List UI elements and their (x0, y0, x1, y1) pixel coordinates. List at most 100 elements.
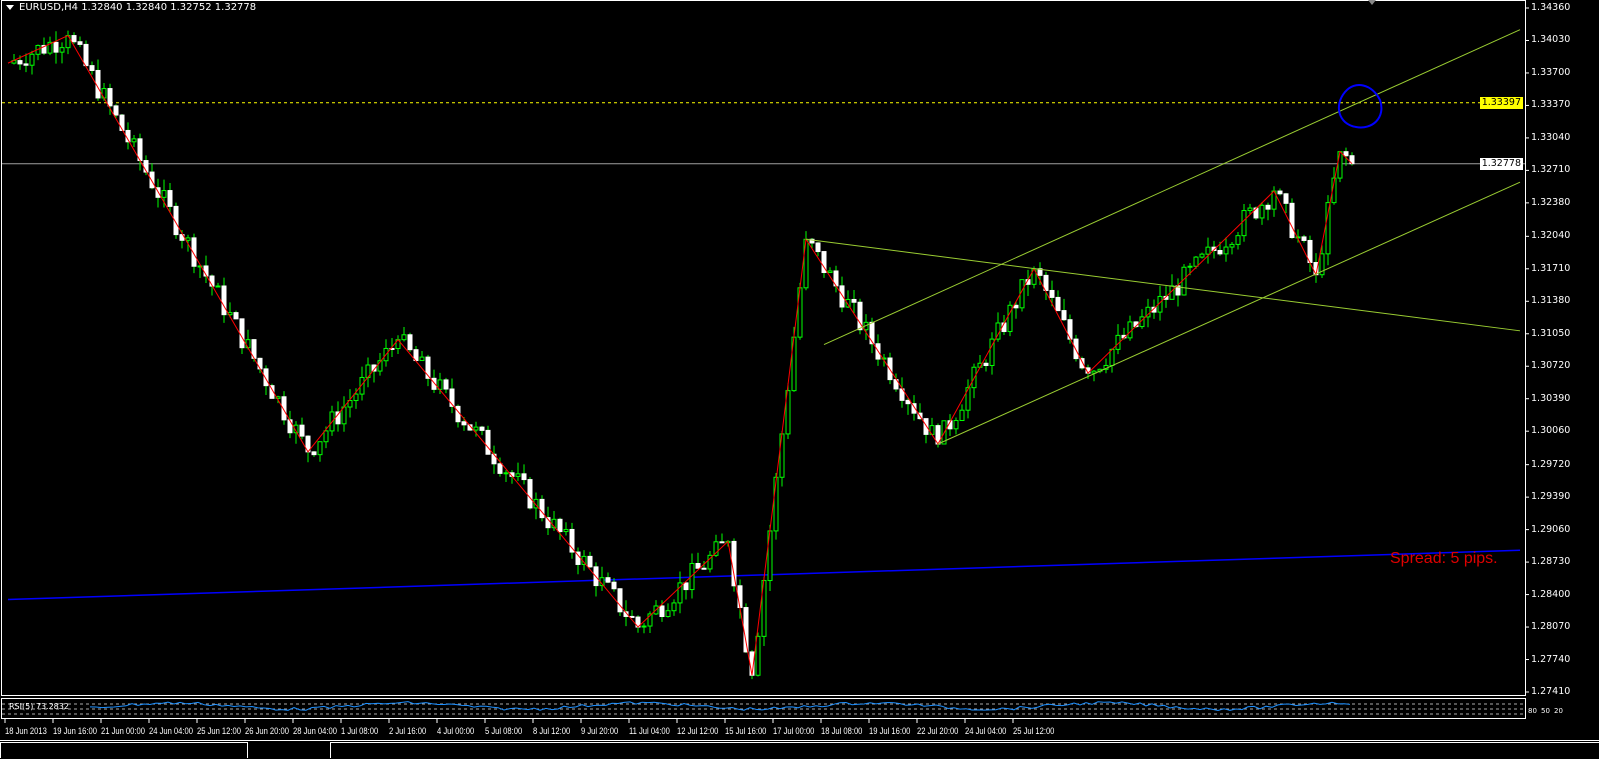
candle-body (497, 463, 503, 474)
candle-body (839, 285, 845, 308)
candle-body (1343, 151, 1349, 157)
candle-body (245, 339, 251, 349)
chart-title[interactable]: EURUSD,H4 1.32840 1.32840 1.32752 1.3277… (6, 2, 256, 13)
candle-body (707, 554, 713, 570)
candle-body (419, 356, 425, 362)
candle-body (173, 205, 179, 236)
candle-body (317, 441, 323, 456)
candle-body (377, 360, 383, 372)
candle-body (881, 357, 887, 360)
hline-price-tag: 1.33397 (1479, 96, 1523, 109)
candle-body (1277, 190, 1283, 195)
candle-body (263, 368, 269, 387)
candle-body (257, 357, 263, 370)
price-tick-label: 1.31050 (1531, 327, 1571, 339)
candle-body (1043, 274, 1049, 291)
candle-body (53, 41, 59, 53)
price-tick-label: 1.33370 (1531, 99, 1571, 111)
candle-body (545, 517, 551, 529)
candle-body (275, 396, 281, 399)
candle-body (683, 582, 689, 591)
candle-body (161, 190, 167, 198)
candle-body (617, 588, 623, 613)
time-tick-label: 8 Jul 12:00 (533, 726, 571, 737)
price-tick-label: 1.31710 (1531, 262, 1571, 274)
candle-body (1211, 246, 1217, 251)
candle-body (119, 114, 125, 131)
candle-body (455, 405, 461, 423)
candle-body (857, 301, 863, 331)
candle-body (239, 318, 245, 349)
price-tick-label: 1.32040 (1531, 230, 1571, 242)
time-tick-label: 26 Jun 20:00 (245, 726, 289, 737)
candle-body (503, 472, 509, 475)
candle-body (461, 421, 467, 426)
candle-body (347, 400, 353, 408)
candle-body (443, 379, 449, 390)
rsi-level-label: 80 (1528, 707, 1537, 715)
candle-body (83, 43, 89, 67)
rsi-label: RSI(5) 73.2832 (9, 702, 69, 711)
chart-tab[interactable] (330, 742, 1599, 758)
candle-body (611, 581, 617, 590)
time-tick-label: 4 Jul 00:00 (437, 726, 475, 737)
time-tick-label: 1 Jul 08:00 (341, 726, 379, 737)
candle-body (647, 613, 653, 627)
chart-tab[interactable] (0, 742, 248, 758)
candle-body (293, 424, 299, 434)
candle-body (1007, 304, 1013, 333)
price-tick-label: 1.32710 (1531, 164, 1571, 176)
candle-body (569, 528, 575, 553)
candle-body (335, 411, 341, 425)
candle-body (77, 41, 83, 45)
candle-body (113, 105, 119, 116)
price-tick-label: 1.34030 (1531, 34, 1571, 46)
candle-body (1193, 256, 1199, 267)
candle-body (1241, 210, 1247, 237)
candle-body (1175, 285, 1181, 296)
candle-body (47, 41, 53, 54)
candle-body (869, 321, 875, 345)
time-tick-label: 21 Jun 00:00 (101, 726, 145, 737)
candle-body (467, 424, 473, 431)
candle-body (191, 237, 197, 267)
circle-annotation (1337, 84, 1383, 129)
candle-body (521, 473, 527, 481)
price-tick-label: 1.29060 (1531, 523, 1571, 535)
candle-body (677, 582, 683, 604)
candle-body (89, 65, 95, 71)
candle-body (215, 285, 221, 288)
time-tick-label: 12 Jul 12:00 (677, 726, 719, 737)
price-tick-label: 1.29720 (1531, 458, 1571, 470)
candle-body (695, 562, 701, 569)
candle-body (323, 430, 329, 443)
candle-body (845, 298, 851, 308)
time-tick-label: 17 Jul 00:00 (773, 726, 815, 737)
rsi-level-label: 50 (1541, 707, 1550, 715)
candle-body (737, 585, 743, 609)
candle-body (1265, 204, 1271, 210)
candle-body (629, 615, 635, 618)
candle-body (1013, 304, 1019, 309)
candle-body (287, 419, 293, 434)
candle-body (731, 540, 737, 587)
candle-body (233, 312, 239, 320)
symbol-ohlc: EURUSD,H4 1.32840 1.32840 1.32752 1.3277… (19, 2, 257, 13)
candle-body (959, 409, 965, 422)
candle-body (1079, 358, 1085, 369)
candle-body (341, 406, 347, 425)
candle-body (983, 362, 989, 367)
candle-body (1061, 310, 1067, 321)
candle-body (401, 334, 407, 341)
candle-body (827, 270, 833, 274)
candle-body (1091, 370, 1097, 374)
time-tick-label: 9 Jul 20:00 (581, 726, 619, 737)
candle-body (1247, 207, 1253, 212)
candle-body (809, 238, 815, 244)
dropdown-triangle-icon[interactable] (6, 4, 14, 10)
candle-body (1217, 249, 1223, 255)
price-tick-label: 1.27410 (1531, 686, 1571, 697)
candle-body (1109, 348, 1115, 366)
time-tick-label: 24 Jul 04:00 (965, 726, 1007, 737)
